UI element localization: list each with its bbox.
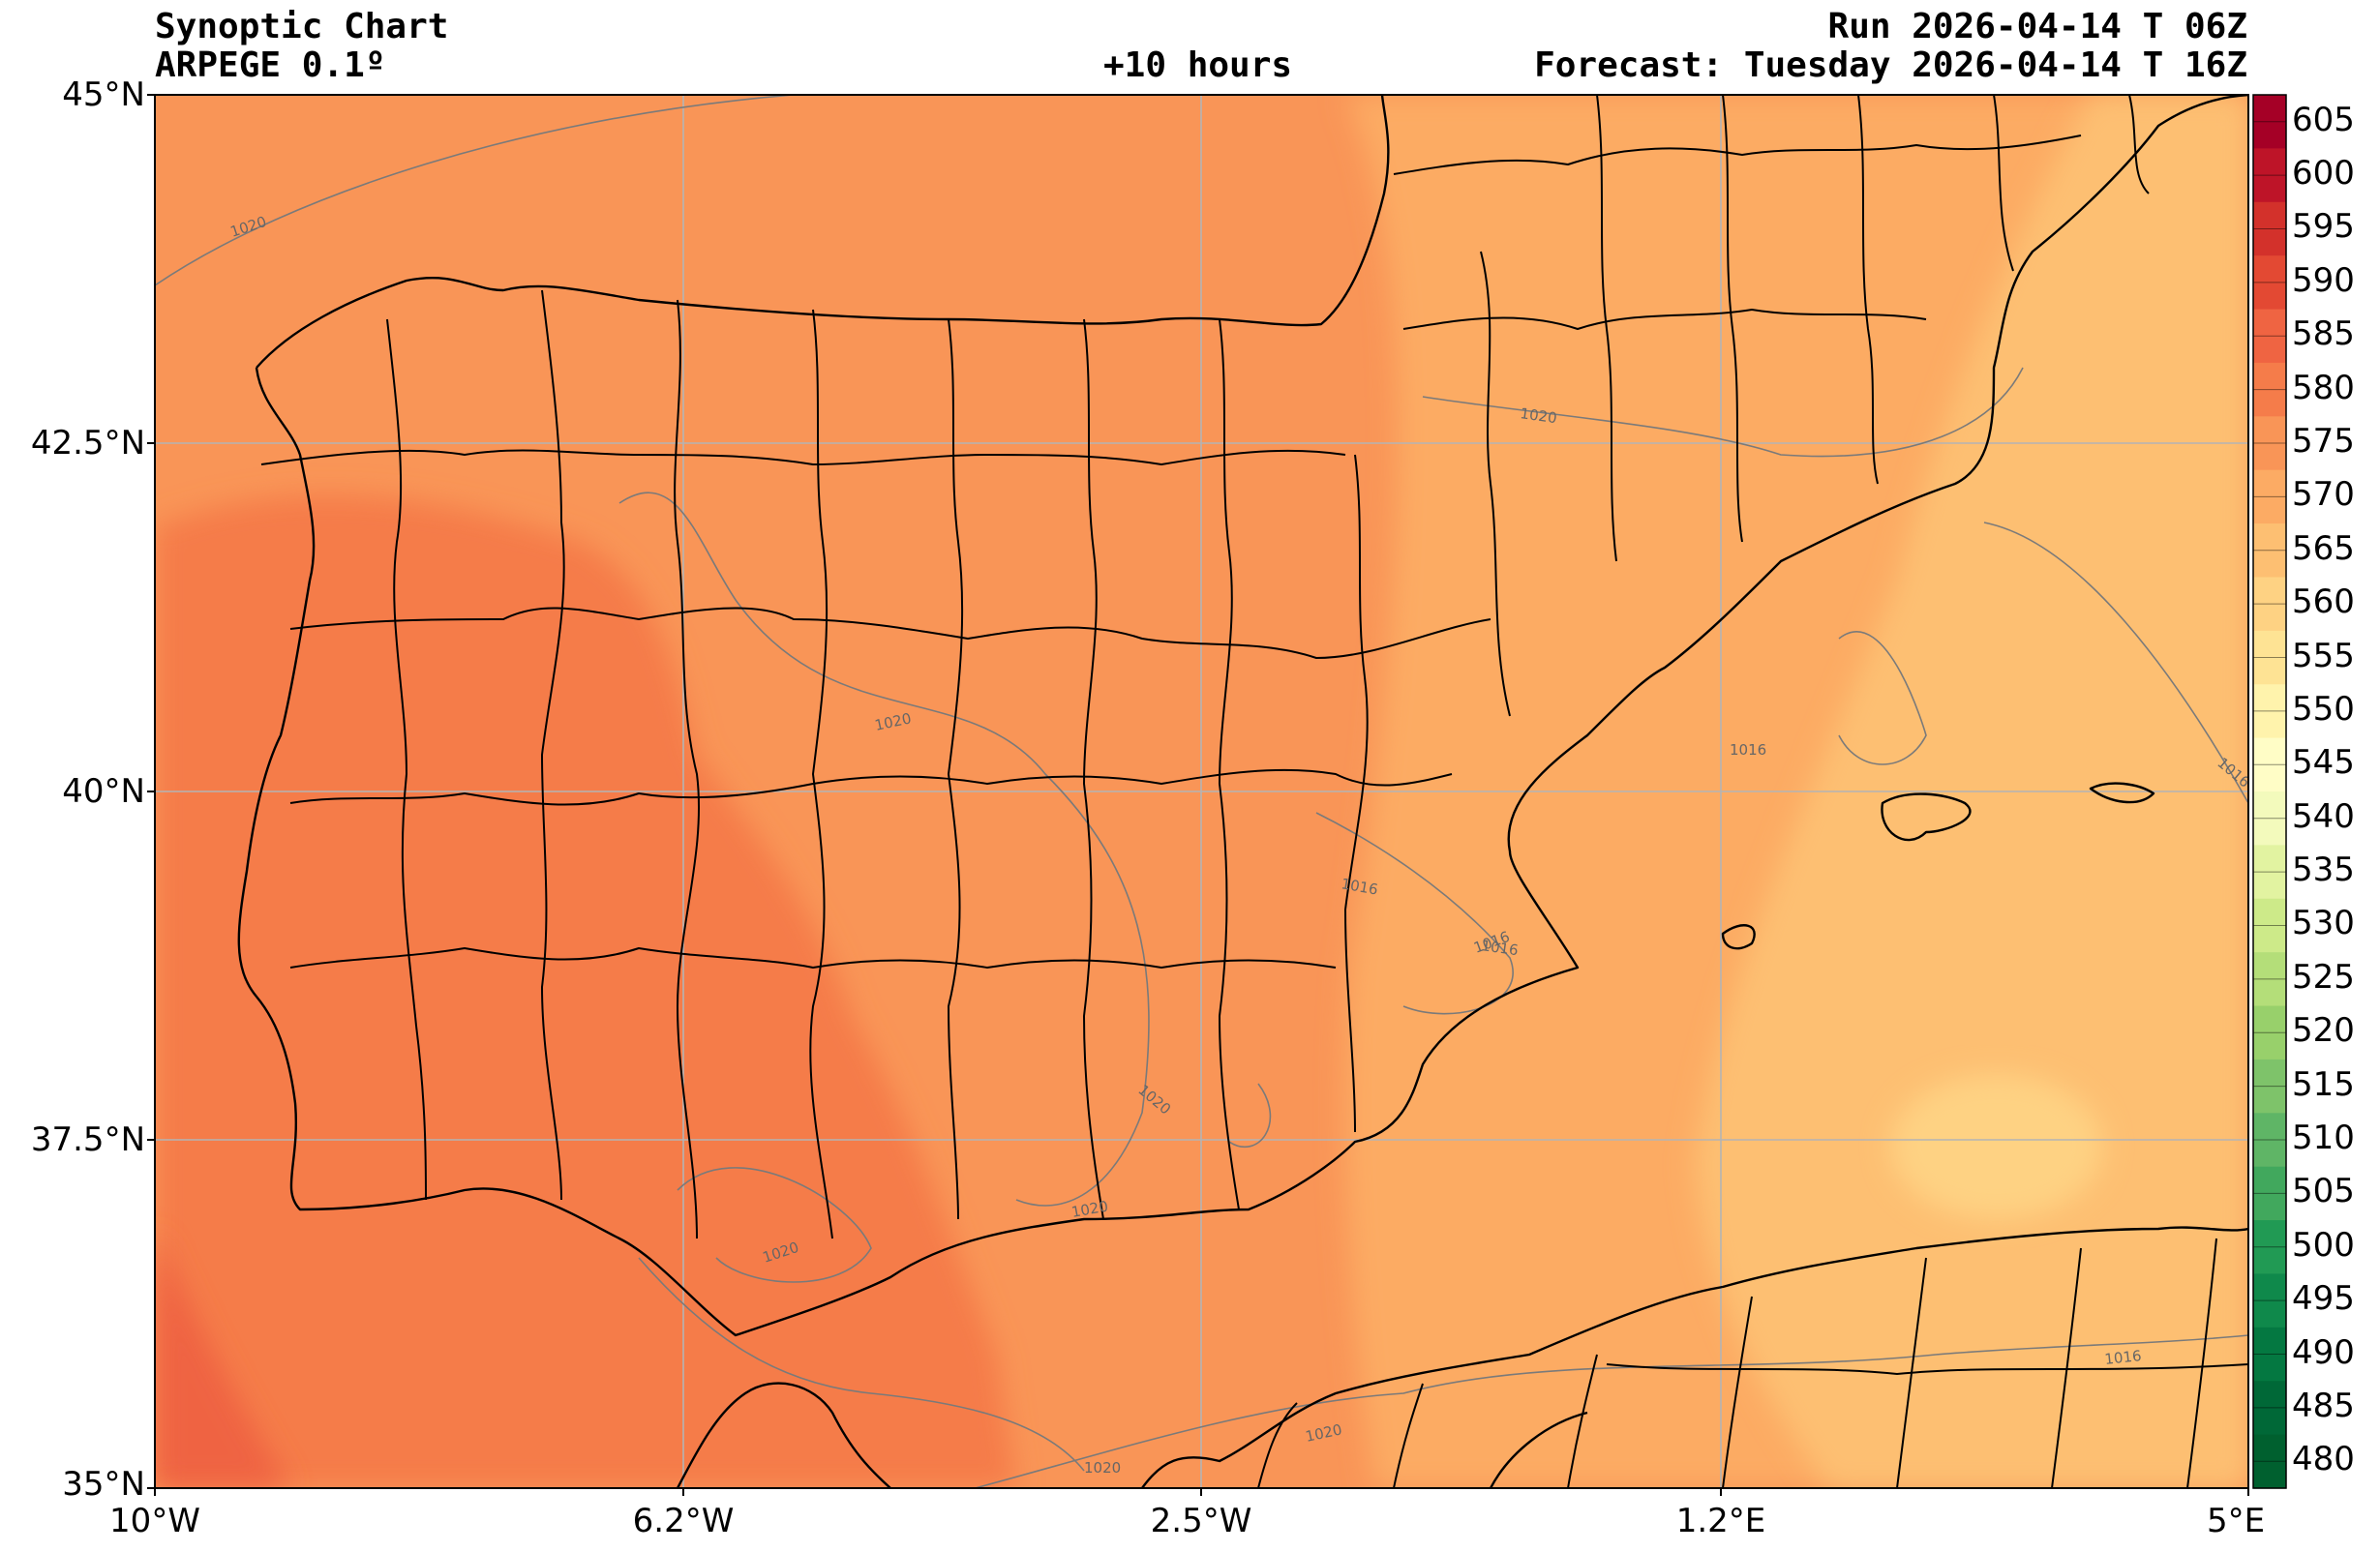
colorbar-level-label: 565 xyxy=(2292,528,2355,568)
colorbar-level-label: 570 xyxy=(2292,475,2355,515)
isobar-label: 1016 xyxy=(2104,1347,2143,1368)
colorbar-level-label: 605 xyxy=(2292,100,2355,139)
colorbar-level-label: 500 xyxy=(2292,1225,2355,1265)
colorbar-level-label: 495 xyxy=(2292,1279,2355,1319)
colorbar-swatch xyxy=(2253,630,2286,685)
shade-580 xyxy=(155,495,1016,1488)
isobar-label: 1016 xyxy=(1480,937,1519,959)
lon-label: 1.2°E xyxy=(1675,1502,1766,1540)
lat-label: 40°N xyxy=(62,772,145,811)
colorbar-swatch xyxy=(2253,416,2286,471)
lon-label: 10°W xyxy=(109,1502,200,1540)
lat-label: 35°N xyxy=(62,1465,145,1504)
colorbar-level-label: 545 xyxy=(2292,743,2355,783)
lat-label: 45°N xyxy=(62,75,145,114)
isobar-label: 1020 xyxy=(1084,1459,1121,1477)
colorbar-swatch xyxy=(2253,1005,2286,1060)
lon-label: 2.5°W xyxy=(1150,1502,1252,1540)
colorbar-level-label: 505 xyxy=(2292,1172,2355,1211)
colorbar-swatch xyxy=(2253,1381,2286,1436)
colorbar-swatch xyxy=(2253,1220,2286,1275)
run-time: Run 2026-04-14 T 06Z xyxy=(1827,7,2247,46)
colorbar-level-label: 575 xyxy=(2292,422,2355,461)
colorbar-swatch xyxy=(2253,845,2286,900)
colorbar-swatch xyxy=(2253,201,2286,256)
isobar-label: 1020 xyxy=(1519,404,1557,427)
colorbar-level-label: 590 xyxy=(2292,260,2355,300)
colorbar-level-label: 595 xyxy=(2292,207,2355,247)
graticule xyxy=(155,95,2248,1488)
colorbar-level-label: 535 xyxy=(2292,851,2355,890)
chart-title: Synoptic Chart xyxy=(155,7,449,46)
shade-585 xyxy=(155,1229,290,1488)
colorbar-swatch xyxy=(2253,1059,2286,1114)
forecast-time: Forecast: Tuesday 2026-04-14 T 16Z xyxy=(1534,45,2247,85)
colorbar-swatch xyxy=(2253,523,2286,579)
lead-time: +10 hours xyxy=(1103,45,1293,85)
coastlines xyxy=(237,95,2248,1488)
colorbar-swatch xyxy=(2253,148,2286,203)
colorbar-swatch xyxy=(2253,95,2286,149)
colorbar-level-label: 540 xyxy=(2292,796,2355,836)
shade-560 xyxy=(1890,1074,2103,1219)
isobar-labels: 1020 1020 1020 1020 1020 1020 1020 1020 … xyxy=(228,213,2248,1477)
colorbar-level-label: 480 xyxy=(2292,1440,2355,1479)
colorbar-level-label: 555 xyxy=(2292,636,2355,675)
colorbar-swatch xyxy=(2253,469,2286,524)
colorbar-level-label: 510 xyxy=(2292,1119,2355,1157)
colorbar-swatch xyxy=(2253,1327,2286,1382)
colorbar-level-label: 515 xyxy=(2292,1064,2355,1104)
colorbar-swatch xyxy=(2253,1434,2286,1489)
colorbar-level-label: 600 xyxy=(2292,154,2355,194)
colorbar-frame xyxy=(2252,94,2287,1489)
colorbar-swatch xyxy=(2253,898,2286,953)
lon-label: 6.2°W xyxy=(632,1502,735,1540)
colorbar-level-label: 550 xyxy=(2292,689,2355,729)
colorbar-level-label: 485 xyxy=(2292,1386,2355,1425)
colorbar-swatch xyxy=(2253,737,2286,792)
colorbar-swatch xyxy=(2253,952,2286,1007)
lon-label: 5°E xyxy=(2206,1502,2266,1540)
colorbar-swatch xyxy=(2253,791,2286,846)
axis-ticks xyxy=(147,94,2249,1496)
colorbar-level-label: 530 xyxy=(2292,904,2355,943)
admin-borders xyxy=(260,95,2248,1488)
colorbar-level-label: 525 xyxy=(2292,957,2355,997)
colorbar-level-label: 490 xyxy=(2292,1332,2355,1372)
model-name: ARPEGE 0.1º xyxy=(155,45,386,85)
colorbar xyxy=(2252,94,2287,1489)
colorbar-level-label: 585 xyxy=(2292,314,2355,354)
colorbar-swatch xyxy=(2253,1113,2286,1168)
colorbar-swatch xyxy=(2253,362,2286,417)
colorbar-swatch xyxy=(2253,684,2286,739)
colorbar-swatch xyxy=(2253,1273,2286,1328)
colorbar-level-label: 520 xyxy=(2292,1011,2355,1051)
colorbar-swatch xyxy=(2253,309,2286,364)
colorbar-level-label: 560 xyxy=(2292,582,2355,622)
lat-label: 37.5°N xyxy=(30,1120,145,1159)
colorbar-swatch xyxy=(2253,1166,2286,1221)
lat-label: 42.5°N xyxy=(30,424,145,463)
colorbar-level-label: 580 xyxy=(2292,368,2355,407)
colorbar-swatch xyxy=(2253,577,2286,632)
isobar-label: 1016 xyxy=(1730,741,1766,759)
colorbar-swatch xyxy=(2253,255,2286,311)
